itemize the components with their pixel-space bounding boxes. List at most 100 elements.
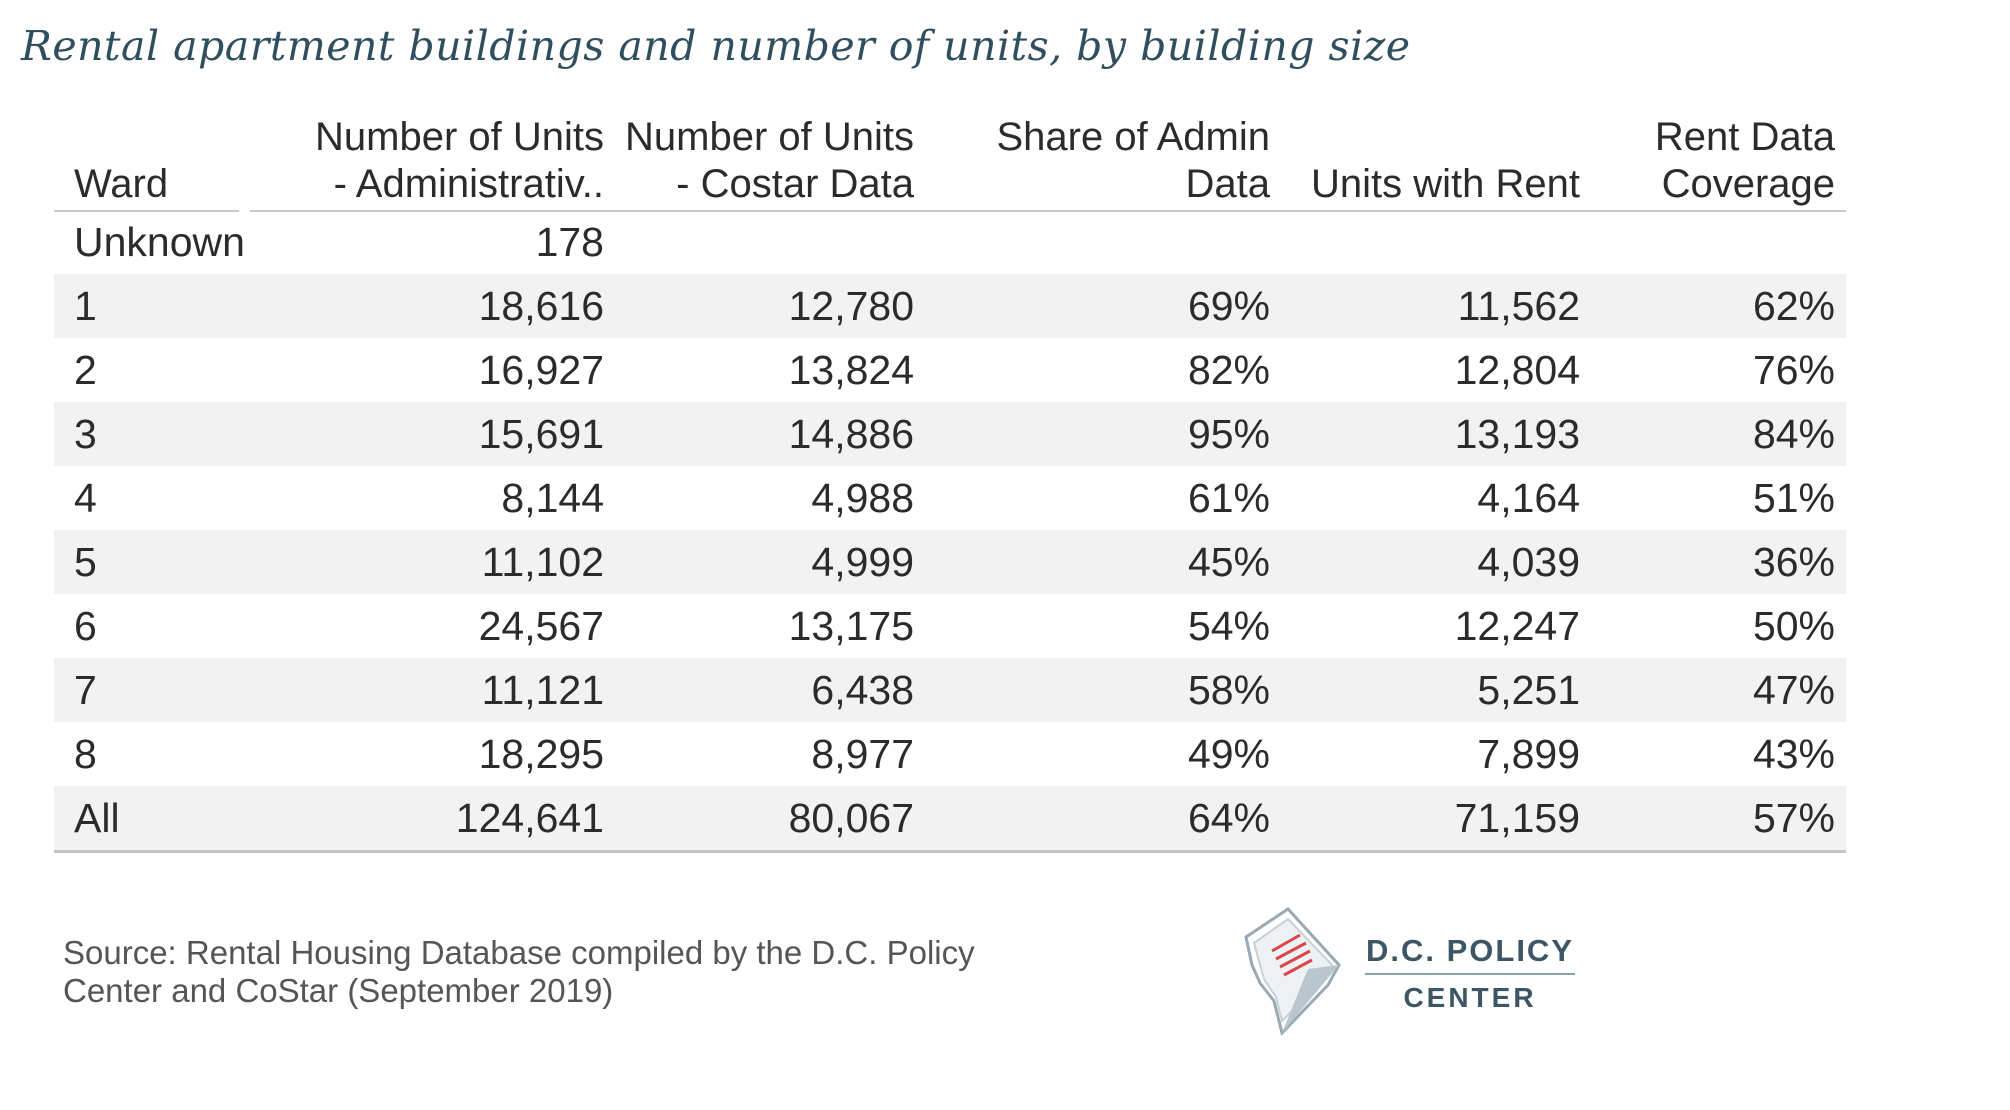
column-header-admin-units: Number of Units - Administrativ.. xyxy=(304,110,604,210)
source-note: Source: Rental Housing Database compiled… xyxy=(63,934,975,1010)
dc-map-logo-icon xyxy=(1244,907,1341,1036)
cell-ward: Unknown xyxy=(74,219,245,265)
table-row: 2 16,927 13,824 82% 12,804 76% xyxy=(54,338,1846,402)
cell-costar-units: 4,988 xyxy=(811,475,914,521)
column-header-line: - Costar Data xyxy=(676,162,914,206)
cell-units-with-rent: 4,164 xyxy=(1477,475,1580,521)
column-header-costar-units: Number of Units - Costar Data xyxy=(614,110,914,210)
cell-rent-coverage xyxy=(1590,210,1835,274)
column-header-line: Rent Data xyxy=(1654,115,1835,159)
table-bottom-rule xyxy=(54,850,1846,853)
cell-units-with-rent: 12,247 xyxy=(1454,603,1580,649)
cell-share-admin: 49% xyxy=(1187,731,1270,777)
cell-ward: All xyxy=(74,795,120,841)
column-header-line: Number of Units xyxy=(315,115,604,159)
logo-wordmark: D.C. POLICY CENTER xyxy=(1365,932,1575,1015)
logo-line-2: CENTER xyxy=(1403,982,1537,1013)
source-line-2: Center and CoStar (September 2019) xyxy=(63,972,614,1009)
cell-share-admin: 61% xyxy=(1187,475,1270,521)
logo-divider xyxy=(1365,973,1575,975)
cell-rent-coverage: 36% xyxy=(1752,539,1835,585)
cell-rent-coverage: 76% xyxy=(1752,347,1835,393)
column-header-line: Units with Rent xyxy=(1311,162,1580,206)
column-header-units-with-rent: Units with Rent xyxy=(1280,110,1580,210)
table-header: Ward Number of Units - Administrativ.. Numb… xyxy=(54,110,1846,212)
cell-admin-units: 178 xyxy=(535,219,604,265)
header-rule xyxy=(54,210,239,212)
table-row: 6 24,567 13,175 54% 12,247 50% xyxy=(54,594,1846,658)
table-row: All 124,641 80,067 64% 71,159 57% xyxy=(54,786,1846,850)
cell-rent-coverage: 43% xyxy=(1752,731,1835,777)
cell-costar-units: 6,438 xyxy=(811,667,914,713)
cell-ward: 2 xyxy=(74,347,97,393)
cell-ward: 7 xyxy=(74,667,97,713)
column-header-line: - Administrativ.. xyxy=(333,162,604,206)
cell-costar-units: 14,886 xyxy=(788,411,914,457)
cell-costar-units: 80,067 xyxy=(788,795,914,841)
table-body: Unknown 178 1 18,616 12,780 69% 11,562 62% 2 16,9… xyxy=(54,210,1846,850)
cell-units-with-rent: 11,562 xyxy=(1457,283,1580,329)
column-header-line: Ward xyxy=(74,162,169,206)
cell-rent-coverage: 47% xyxy=(1752,667,1835,713)
cell-ward: 8 xyxy=(74,731,97,777)
column-header-share-admin: Share of Admin Data xyxy=(924,110,1271,210)
column-header-line: Share of Admin xyxy=(996,115,1271,159)
cell-admin-units: 11,121 xyxy=(481,667,604,713)
cell-units-with-rent xyxy=(1280,210,1580,274)
cell-rent-coverage: 84% xyxy=(1752,411,1835,457)
cell-costar-units: 13,175 xyxy=(788,603,914,649)
cell-rent-coverage: 62% xyxy=(1752,283,1835,329)
cell-share-admin: 54% xyxy=(1187,603,1270,649)
header-rule xyxy=(250,210,1846,212)
column-header-rent-coverage: Rent Data Coverage xyxy=(1590,110,1835,210)
table-row: Unknown 178 xyxy=(54,210,1846,274)
cell-admin-units: 24,567 xyxy=(478,603,604,649)
cell-share-admin: 45% xyxy=(1187,539,1270,585)
cell-units-with-rent: 4,039 xyxy=(1477,539,1580,585)
data-table: Ward Number of Units - Administrativ.. Numb… xyxy=(54,110,1846,853)
column-header-line: Data xyxy=(1185,162,1271,206)
table-row: 4 8,144 4,988 61% 4,164 51% xyxy=(54,466,1846,530)
logo-line-1: D.C. POLICY xyxy=(1365,933,1574,968)
cell-costar-units: 12,780 xyxy=(788,283,914,329)
column-header-line: Coverage xyxy=(1661,162,1835,206)
table-row: 1 18,616 12,780 69% 11,562 62% xyxy=(54,274,1846,338)
cell-rent-coverage: 50% xyxy=(1752,603,1835,649)
column-header-line: Number of Units xyxy=(625,115,914,159)
cell-ward: 4 xyxy=(74,475,97,521)
cell-share-admin: 82% xyxy=(1187,347,1270,393)
table-row: 3 15,691 14,886 95% 13,193 84% xyxy=(54,402,1846,466)
cell-admin-units: 18,616 xyxy=(478,283,604,329)
cell-costar-units xyxy=(614,210,914,274)
cell-costar-units: 13,824 xyxy=(788,347,914,393)
cell-ward: 3 xyxy=(74,411,97,457)
cell-ward: 6 xyxy=(74,603,97,649)
cell-share-admin: 58% xyxy=(1187,667,1270,713)
cell-admin-units: 15,691 xyxy=(478,411,604,457)
cell-admin-units: 18,295 xyxy=(478,731,604,777)
cell-admin-units: 16,927 xyxy=(478,347,604,393)
cell-rent-coverage: 51% xyxy=(1752,475,1835,521)
column-header-ward: Ward xyxy=(74,110,294,210)
cell-share-admin: 69% xyxy=(1187,283,1270,329)
cell-share-admin xyxy=(924,210,1270,274)
cell-units-with-rent: 13,193 xyxy=(1454,411,1580,457)
table-row: 5 11,102 4,999 45% 4,039 36% xyxy=(54,530,1846,594)
cell-share-admin: 95% xyxy=(1187,411,1270,457)
cell-ward: 1 xyxy=(74,283,97,329)
cell-units-with-rent: 12,804 xyxy=(1454,347,1580,393)
cell-costar-units: 8,977 xyxy=(811,731,914,777)
cell-units-with-rent: 71,159 xyxy=(1454,795,1580,841)
cell-admin-units: 11,102 xyxy=(481,539,604,585)
table-row: 8 18,295 8,977 49% 7,899 43% xyxy=(54,722,1846,786)
cell-admin-units: 8,144 xyxy=(501,475,604,521)
cell-units-with-rent: 5,251 xyxy=(1477,667,1580,713)
cell-units-with-rent: 7,899 xyxy=(1477,731,1580,777)
cell-ward: 5 xyxy=(74,539,97,585)
table-row: 7 11,121 6,438 58% 5,251 47% xyxy=(54,658,1846,722)
cell-admin-units: 124,641 xyxy=(455,795,604,841)
cell-share-admin: 64% xyxy=(1187,795,1270,841)
source-line-1: Source: Rental Housing Database compiled… xyxy=(63,934,975,971)
cell-rent-coverage: 57% xyxy=(1752,795,1835,841)
cell-costar-units: 4,999 xyxy=(811,539,914,585)
